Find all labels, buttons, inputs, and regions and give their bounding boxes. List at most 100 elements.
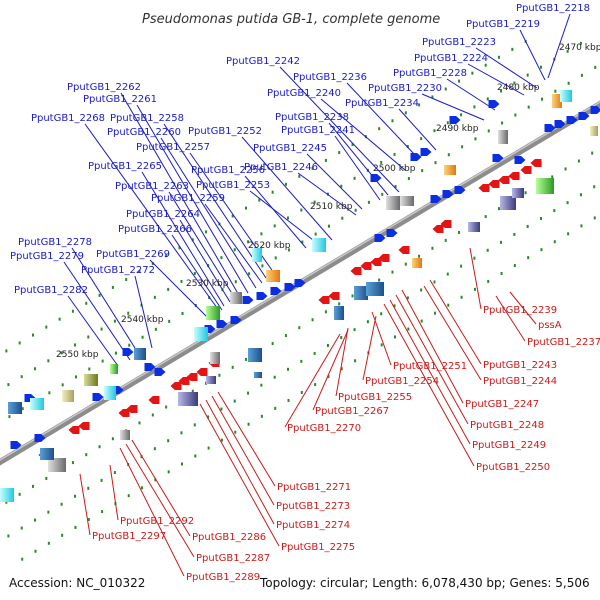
reverse-gene-label[interactable]: PputGB1_2239 bbox=[483, 305, 557, 316]
forward-gene-arrow[interactable] bbox=[566, 116, 578, 124]
forward-gene-arrow[interactable] bbox=[154, 368, 166, 376]
annotated-gene-block[interactable] bbox=[134, 348, 146, 360]
forward-gene-arrow[interactable] bbox=[122, 348, 134, 356]
reverse-gene-arrow[interactable] bbox=[530, 159, 542, 167]
annotated-gene-block[interactable] bbox=[412, 258, 422, 268]
forward-gene-arrow[interactable] bbox=[294, 279, 306, 287]
annotated-gene-block[interactable] bbox=[444, 165, 456, 175]
forward-gene-label[interactable]: PputGB1_2257 bbox=[136, 142, 210, 153]
reverse-gene-label[interactable]: PputGB1_2271 bbox=[277, 482, 351, 493]
annotated-gene-block[interactable] bbox=[536, 178, 554, 194]
forward-gene-arrow[interactable] bbox=[554, 120, 566, 128]
annotated-gene-block[interactable] bbox=[334, 306, 344, 320]
annotated-gene-block[interactable] bbox=[552, 94, 562, 108]
forward-gene-arrow[interactable] bbox=[492, 154, 504, 162]
forward-gene-label[interactable]: PputGB1_2218 bbox=[516, 3, 590, 14]
forward-gene-label[interactable]: PputGB1_2242 bbox=[226, 56, 300, 67]
reverse-gene-arrow[interactable] bbox=[488, 180, 500, 188]
reverse-gene-arrow[interactable] bbox=[520, 166, 532, 174]
forward-gene-arrow[interactable] bbox=[374, 234, 386, 242]
reverse-gene-arrow[interactable] bbox=[170, 382, 182, 390]
annotated-gene-block[interactable] bbox=[400, 196, 414, 206]
forward-gene-label[interactable]: PputGB1_2245 bbox=[253, 143, 327, 154]
forward-gene-label[interactable]: PputGB1_2272 bbox=[81, 265, 155, 276]
reverse-gene-arrow[interactable] bbox=[432, 225, 444, 233]
annotated-gene-block[interactable] bbox=[206, 376, 216, 384]
forward-gene-arrow[interactable] bbox=[92, 393, 104, 401]
forward-gene-label[interactable]: PputGB1_2259 bbox=[151, 193, 225, 204]
annotated-gene-block[interactable] bbox=[512, 188, 524, 198]
reverse-gene-label[interactable]: PputGB1_2275 bbox=[281, 542, 355, 553]
reverse-gene-arrow[interactable] bbox=[440, 220, 452, 228]
reverse-gene-arrow[interactable] bbox=[478, 184, 490, 192]
forward-gene-label[interactable]: PputGB1_2265 bbox=[88, 161, 162, 172]
annotated-gene-block[interactable] bbox=[254, 372, 262, 378]
reverse-gene-label[interactable]: PputGB1_2286 bbox=[192, 532, 266, 543]
annotated-gene-block[interactable] bbox=[230, 292, 242, 304]
forward-gene-label[interactable]: PputGB1_2260 bbox=[107, 127, 181, 138]
forward-gene-label[interactable]: PputGB1_2279 bbox=[10, 251, 84, 262]
reverse-gene-arrow[interactable] bbox=[148, 396, 160, 404]
reverse-gene-label[interactable]: PputGB1_2292 bbox=[120, 516, 194, 527]
forward-gene-label[interactable]: PputGB1_2234 bbox=[345, 98, 419, 109]
forward-gene-arrow[interactable] bbox=[242, 296, 254, 304]
forward-gene-label[interactable]: PputGB1_2238 bbox=[275, 112, 349, 123]
forward-gene-arrow[interactable] bbox=[578, 112, 590, 120]
forward-gene-arrow[interactable] bbox=[410, 153, 422, 161]
forward-gene-label[interactable]: PputGB1_2219 bbox=[466, 19, 540, 30]
forward-gene-arrow[interactable] bbox=[544, 124, 556, 132]
annotated-gene-block[interactable] bbox=[48, 458, 66, 472]
forward-gene-label[interactable]: PputGB1_2253 bbox=[196, 180, 270, 191]
forward-gene-label[interactable]: PputGB1_2269 bbox=[96, 249, 170, 260]
reverse-gene-label[interactable]: PputGB1_2243 bbox=[483, 360, 557, 371]
forward-gene-arrow[interactable] bbox=[10, 441, 22, 449]
annotated-gene-block[interactable] bbox=[40, 448, 54, 460]
forward-gene-label[interactable]: PputGB1_2224 bbox=[414, 53, 488, 64]
forward-gene-label[interactable]: PputGB1_2230 bbox=[368, 83, 442, 94]
reverse-gene-arrow[interactable] bbox=[350, 267, 362, 275]
reverse-gene-arrow[interactable] bbox=[186, 373, 198, 381]
forward-gene-label[interactable]: PputGB1_2261 bbox=[83, 94, 157, 105]
forward-gene-arrow[interactable] bbox=[454, 186, 466, 194]
annotated-gene-block[interactable] bbox=[30, 398, 44, 410]
forward-gene-arrow[interactable] bbox=[420, 148, 432, 156]
annotated-gene-block[interactable] bbox=[0, 488, 14, 502]
forward-gene-label[interactable]: PputGB1_2264 bbox=[126, 209, 200, 220]
annotated-gene-block[interactable] bbox=[560, 90, 572, 102]
annotated-gene-block[interactable] bbox=[354, 286, 368, 300]
annotated-gene-block[interactable] bbox=[468, 222, 480, 232]
reverse-gene-arrow[interactable] bbox=[68, 426, 80, 434]
annotated-gene-block[interactable] bbox=[500, 196, 516, 210]
reverse-gene-arrow[interactable] bbox=[318, 296, 330, 304]
annotated-gene-block[interactable] bbox=[498, 130, 508, 144]
forward-gene-label[interactable]: PputGB1_2240 bbox=[267, 88, 341, 99]
reverse-gene-arrow[interactable] bbox=[360, 262, 372, 270]
annotated-gene-block[interactable] bbox=[206, 306, 220, 320]
reverse-gene-arrow[interactable] bbox=[118, 409, 130, 417]
forward-gene-arrow[interactable] bbox=[590, 106, 600, 114]
forward-gene-arrow[interactable] bbox=[430, 195, 442, 203]
forward-gene-label[interactable]: PputGB1_2246 bbox=[244, 162, 318, 173]
reverse-gene-label[interactable]: PputGB1_2247 bbox=[465, 399, 539, 410]
reverse-gene-arrow[interactable] bbox=[370, 258, 382, 266]
reverse-gene-arrow[interactable] bbox=[508, 172, 520, 180]
reverse-gene-arrow[interactable] bbox=[196, 368, 208, 376]
annotated-gene-block[interactable] bbox=[8, 402, 22, 414]
forward-gene-label[interactable]: PputGB1_2223 bbox=[422, 37, 496, 48]
forward-gene-label[interactable]: PputGB1_2236 bbox=[293, 72, 367, 83]
forward-gene-arrow[interactable] bbox=[284, 283, 296, 291]
annotated-gene-block[interactable] bbox=[590, 126, 598, 136]
annotated-gene-block[interactable] bbox=[104, 386, 116, 400]
annotated-gene-block[interactable] bbox=[386, 196, 400, 210]
annotated-gene-block[interactable] bbox=[312, 238, 326, 252]
annotated-gene-block[interactable] bbox=[210, 352, 220, 364]
forward-gene-label[interactable]: PputGB1_2252 bbox=[188, 126, 262, 137]
reverse-gene-arrow[interactable] bbox=[126, 405, 138, 413]
reverse-gene-label[interactable]: PputGB1_2248 bbox=[470, 420, 544, 431]
reverse-gene-label[interactable]: PputGB1_2249 bbox=[472, 440, 546, 451]
forward-gene-arrow[interactable] bbox=[230, 316, 242, 324]
annotated-gene-block[interactable] bbox=[110, 364, 118, 374]
reverse-gene-arrow[interactable] bbox=[178, 377, 190, 385]
forward-gene-label[interactable]: PputGB1_2282 bbox=[14, 285, 88, 296]
annotated-gene-block[interactable] bbox=[120, 430, 130, 440]
